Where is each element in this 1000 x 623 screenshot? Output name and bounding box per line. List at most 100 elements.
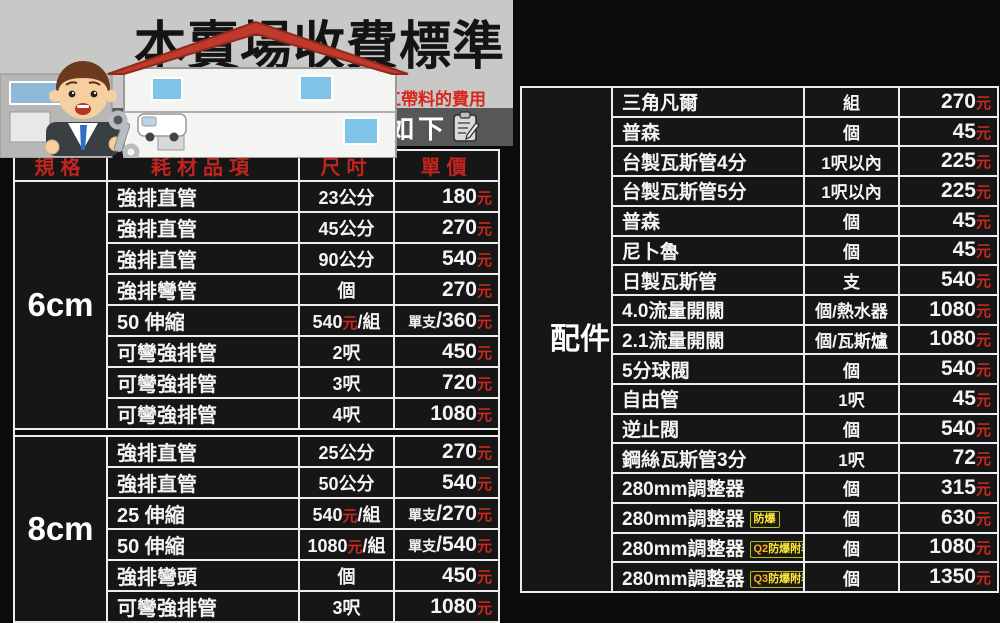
size-cell: 45公分 bbox=[298, 211, 395, 244]
price-cell: 540元 bbox=[393, 466, 500, 499]
table-row: 280mm調整器Q2防爆附表 個 1080元 bbox=[521, 531, 999, 564]
size-cell: 組 bbox=[803, 86, 900, 118]
price-cell: 720元 bbox=[393, 366, 500, 399]
item-cell: 可彎強排管 bbox=[106, 366, 300, 399]
explosion-proof-badge: Q3防爆附表 bbox=[749, 570, 802, 588]
col-header-size: 尺吋 bbox=[298, 149, 395, 182]
table-row: 普森 個 45元 bbox=[521, 115, 999, 148]
table-row: 可彎強排管 2呎 450元 bbox=[14, 335, 500, 368]
table-row: 鋼絲瓦斯管3分 1呎 72元 bbox=[521, 442, 999, 475]
table-row: 自由管 1呎 45元 bbox=[521, 383, 999, 415]
size-cell: 2呎 bbox=[298, 335, 395, 368]
banner-label: 使用耗材清單費用如下 bbox=[148, 113, 449, 144]
table-row: 280mm調整器 防爆 個 630元 bbox=[521, 501, 999, 534]
item-cell: 強排直管 bbox=[106, 466, 300, 499]
price-cell: 單支/540元 bbox=[393, 528, 500, 561]
price-cell: 540元 bbox=[898, 264, 999, 296]
price-cell: 540元 bbox=[898, 353, 999, 386]
table-row: 配件 三角凡爾 組 270元 bbox=[520, 86, 999, 593]
size-cell: 1呎以內 bbox=[803, 175, 900, 207]
table-row: 強排彎頭 個 450元 bbox=[14, 559, 500, 592]
col-header-price: 單價 bbox=[393, 149, 500, 182]
item-cell: 可彎強排管 bbox=[106, 590, 300, 623]
size-cell: 1呎 bbox=[803, 442, 900, 475]
price-cell: 45元 bbox=[898, 234, 999, 267]
price-cell: 單支/360元 bbox=[393, 304, 500, 337]
table-row: 可彎強排管 4呎 1080元 bbox=[14, 397, 500, 430]
table-row: 8cm 強排直管 25公分 270元 bbox=[13, 435, 500, 623]
size-cell: 25公分 bbox=[298, 435, 395, 468]
item-cell: 鋼絲瓦斯管3分 bbox=[611, 442, 805, 475]
size-cell: 個 bbox=[803, 561, 900, 593]
item-cell: 強排直管 bbox=[106, 211, 300, 244]
col-header-spec: 規格 bbox=[13, 149, 108, 182]
table-row: 普森 個 45元 bbox=[521, 204, 999, 237]
size-cell: 支 bbox=[803, 264, 900, 296]
size-cell: 個 bbox=[803, 353, 900, 386]
item-cell: 強排彎頭 bbox=[106, 559, 300, 592]
price-cell: 270元 bbox=[393, 273, 500, 306]
item-cell: 台製瓦斯管5分 bbox=[611, 175, 805, 207]
spec-group-label-accessories: 配件 bbox=[520, 86, 613, 593]
table-row: 日製瓦斯管 支 540元 bbox=[521, 264, 999, 296]
item-cell: 50 伸縮 bbox=[106, 304, 300, 337]
spec-group-label-8cm: 8cm bbox=[13, 435, 108, 623]
size-cell: 個/熱水器 bbox=[803, 293, 900, 326]
size-cell: 個 bbox=[803, 412, 900, 445]
price-cell: 單支/270元 bbox=[393, 497, 500, 530]
table-header-row: 規格 耗材品項 尺吋 單價 bbox=[13, 149, 500, 182]
item-cell: 4.0流量開關 bbox=[611, 293, 805, 326]
table-row: 280mm調整器 個 315元 bbox=[521, 472, 999, 504]
item-cell: 普森 bbox=[611, 115, 805, 148]
size-cell: 1呎 bbox=[803, 383, 900, 415]
col-header-item: 耗材品項 bbox=[106, 149, 300, 182]
price-cell: 630元 bbox=[898, 501, 999, 534]
item-cell: 自由管 bbox=[611, 383, 805, 415]
table-row: 50 伸縮 540元/組 單支/360元 bbox=[14, 304, 500, 337]
price-cell: 1350元 bbox=[898, 561, 999, 593]
table-row: 4.0流量開關 個/熱水器 1080元 bbox=[521, 293, 999, 326]
item-cell: 25 伸縮 bbox=[106, 497, 300, 530]
table-row: 50 伸縮 1080元/組 單支/540元 bbox=[14, 528, 500, 561]
price-cell: 315元 bbox=[898, 472, 999, 504]
usage-banner: 使用耗材清單費用如下 bbox=[0, 108, 513, 146]
item-cell: 280mm調整器 防爆 bbox=[611, 501, 805, 534]
size-cell: 4呎 bbox=[298, 397, 395, 430]
item-cell: 可彎強排管 bbox=[106, 335, 300, 368]
size-cell: 90公分 bbox=[298, 242, 395, 275]
accessories-fee-table: 配件 三角凡爾 組 270元 普森 個 45元 台製瓦斯管4分 1呎以內 225… bbox=[520, 86, 999, 593]
table-row: 6cm 強排直管 23公分 180元 bbox=[13, 180, 500, 430]
item-cell: 280mm調整器 bbox=[611, 472, 805, 504]
explosion-proof-badge: Q2防爆附表 bbox=[749, 540, 802, 558]
price-cell: 540元 bbox=[393, 242, 500, 275]
price-cell: 270元 bbox=[393, 435, 500, 468]
item-cell: 強排直管 bbox=[106, 242, 300, 275]
table-row: 強排直管 90公分 540元 bbox=[14, 242, 500, 275]
price-cell: 270元 bbox=[898, 86, 999, 118]
item-cell: 強排直管 bbox=[106, 180, 300, 213]
price-cell: 450元 bbox=[393, 335, 500, 368]
table-row: 尼卜魯 個 45元 bbox=[521, 234, 999, 267]
size-cell: 個 bbox=[803, 115, 900, 148]
table-row: 台製瓦斯管5分 1呎以內 225元 bbox=[521, 175, 999, 207]
size-cell: 540元/組 bbox=[298, 304, 395, 337]
item-cell: 280mm調整器Q2防爆附表 bbox=[611, 531, 805, 564]
item-cell: 強排直管 bbox=[106, 435, 300, 468]
item-cell: 可彎強排管 bbox=[106, 397, 300, 430]
table-row: 強排直管 45公分 270元 bbox=[14, 211, 500, 244]
size-cell: 個/瓦斯爐 bbox=[803, 323, 900, 356]
table-row: 280mm調整器Q3防爆附表 個 1350元 bbox=[521, 561, 999, 593]
item-cell: 日製瓦斯管 bbox=[611, 264, 805, 296]
table-row: 台製瓦斯管4分 1呎以內 225元 bbox=[521, 145, 999, 178]
size-cell: 個 bbox=[803, 531, 900, 564]
size-cell: 3呎 bbox=[298, 590, 395, 623]
table-row: 5分球閥 個 540元 bbox=[521, 353, 999, 386]
item-cell: 50 伸縮 bbox=[106, 528, 300, 561]
page-title: 本賣場收費標準 bbox=[134, 18, 506, 76]
size-cell: 個 bbox=[803, 501, 900, 534]
item-cell: 280mm調整器Q3防爆附表 bbox=[611, 561, 805, 593]
item-cell: 尼卜魯 bbox=[611, 234, 805, 267]
spec-group-label-6cm: 6cm bbox=[13, 180, 108, 430]
size-cell: 1呎以內 bbox=[803, 145, 900, 178]
pipe-fee-table: 規格 耗材品項 尺吋 單價 6cm 強排直管 23公分 180元 強排直管 45… bbox=[13, 149, 500, 623]
